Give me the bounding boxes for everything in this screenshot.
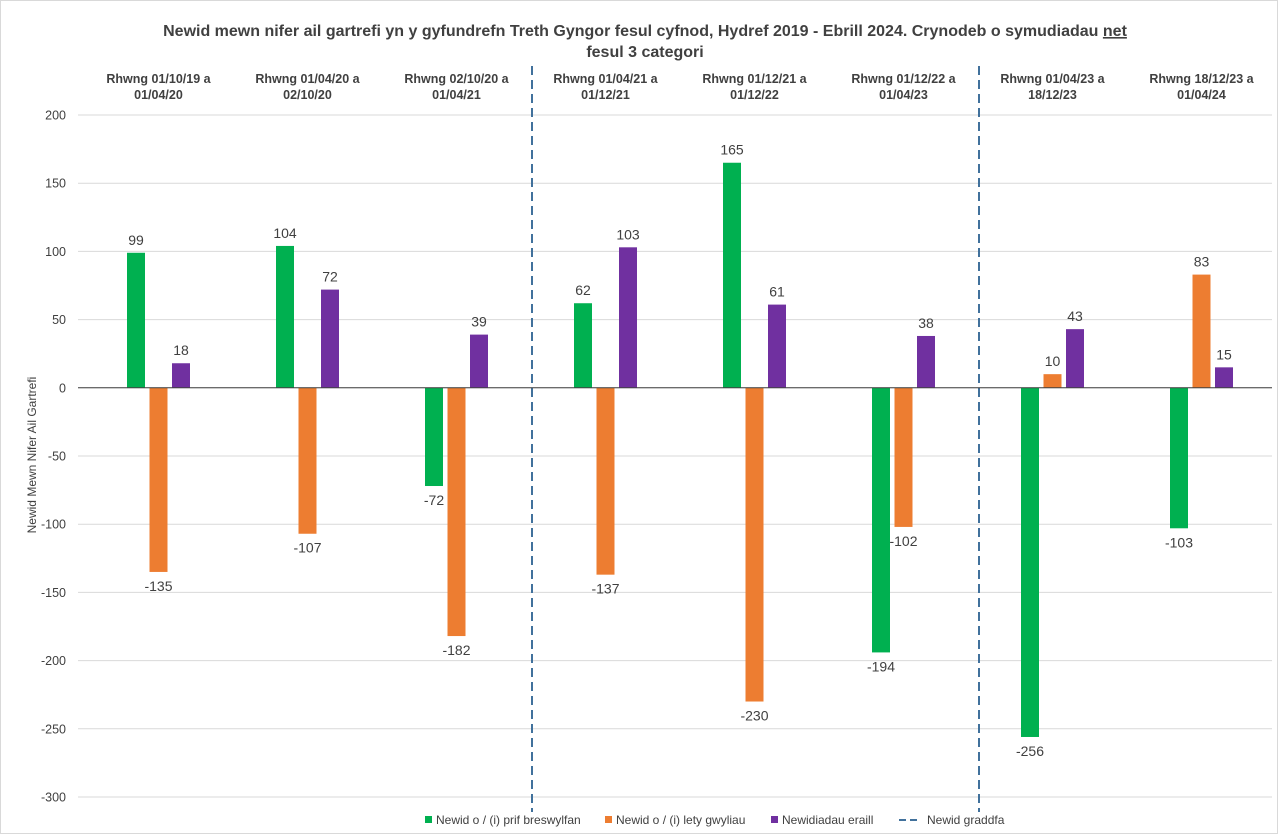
y-tick-label: -200	[41, 654, 66, 668]
legend-label: Newid o / (i) lety gwyliau	[616, 813, 745, 827]
period-label: Rhwng 01/12/22 a	[851, 72, 956, 86]
y-tick-label: 0	[59, 381, 66, 395]
bar	[447, 387, 466, 637]
period-label: 01/04/20	[134, 88, 183, 102]
legend: Newid o / (i) prif breswylfan Newid o / (…	[425, 813, 1005, 827]
data-label: 39	[471, 314, 487, 330]
bar	[470, 334, 488, 388]
chart-title-line-2: fesul 3 categori	[586, 44, 703, 61]
data-label: 15	[1216, 346, 1232, 362]
bar	[425, 387, 443, 487]
legend-swatch	[605, 816, 612, 823]
period-label: Rhwng 01/04/20 a	[255, 72, 360, 86]
data-label: 43	[1067, 308, 1083, 324]
bar	[1043, 374, 1062, 388]
legend-swatch	[771, 816, 778, 823]
bar	[768, 304, 786, 388]
period-label: Rhwng 18/12/23 a	[1149, 72, 1254, 86]
period-label: 01/04/24	[1177, 88, 1226, 102]
y-tick-label: -100	[41, 518, 66, 532]
bar	[321, 289, 339, 388]
data-label: 103	[616, 226, 640, 242]
data-label: 72	[322, 269, 338, 285]
bar	[1192, 274, 1211, 388]
y-axis: 200 150 100 50 0 -50 -100 -150 -200 -250 -300	[41, 109, 66, 805]
bar	[872, 387, 890, 653]
data-label: -135	[144, 578, 172, 594]
period-label: 01/12/21	[581, 88, 630, 102]
bar	[917, 335, 935, 388]
data-label: -256	[1016, 743, 1044, 759]
bar	[745, 387, 764, 702]
chart-title-main: Newid mewn nifer ail gartrefi yn y gyfun…	[163, 23, 1098, 40]
bar	[1021, 387, 1039, 737]
data-label: 83	[1194, 254, 1210, 270]
data-label: 18	[173, 342, 189, 358]
scale-change-lines	[531, 66, 980, 812]
data-label: 99	[128, 232, 144, 248]
bar	[596, 387, 615, 575]
data-label: 61	[769, 284, 785, 300]
period-label: 02/10/20	[283, 88, 332, 102]
data-label: 10	[1045, 353, 1061, 369]
y-tick-label: -50	[48, 450, 66, 464]
data-label: -230	[740, 708, 768, 724]
period-label: 01/04/23	[879, 88, 928, 102]
bar	[1215, 367, 1233, 388]
chart-title-net: net	[1103, 23, 1128, 40]
period-label: 18/12/23	[1028, 88, 1077, 102]
bar	[1066, 329, 1084, 388]
period-label: Rhwng 01/10/19 a	[106, 72, 211, 86]
y-tick-label: -300	[41, 791, 66, 805]
bar	[574, 303, 592, 388]
period-label: 01/12/22	[730, 88, 779, 102]
data-label: 62	[575, 282, 591, 298]
y-tick-label: 200	[45, 109, 66, 123]
data-label: -107	[293, 540, 321, 556]
period-label: Rhwng 02/10/20 a	[404, 72, 509, 86]
period-label: Rhwng 01/04/23 a	[1000, 72, 1105, 86]
bar	[172, 363, 190, 388]
data-label: -182	[442, 642, 470, 658]
period-label: 01/04/21	[432, 88, 481, 102]
data-label: -72	[424, 492, 444, 508]
y-tick-label: -250	[41, 722, 66, 736]
bar	[1170, 387, 1188, 529]
data-label: -102	[889, 533, 917, 549]
period-label: Rhwng 01/04/21 a	[553, 72, 658, 86]
data-label: 38	[918, 315, 934, 331]
y-tick-label: 50	[52, 313, 66, 327]
bar	[149, 387, 168, 572]
y-tick-label: -150	[41, 586, 66, 600]
data-label: -137	[591, 581, 619, 597]
period-labels: Rhwng 01/10/19 a 01/04/20 Rhwng 01/04/20 a…	[106, 72, 1254, 102]
legend-swatch	[425, 816, 432, 823]
legend-label: Newidiadau eraill	[782, 813, 873, 827]
chart-title-line-1: Newid mewn nifer ail gartrefi yn y gyfun…	[163, 23, 1127, 40]
y-tick-label: 100	[45, 245, 66, 259]
bar	[276, 245, 294, 388]
data-label: -103	[1165, 534, 1193, 550]
bar	[894, 387, 913, 527]
bar	[723, 162, 741, 388]
y-axis-label: Newid Mewn Nifer Ail Gartrefi	[25, 377, 39, 534]
legend-label: Newid graddfa	[927, 813, 1005, 827]
period-label: Rhwng 01/12/21 a	[702, 72, 807, 86]
bar	[127, 252, 145, 388]
bars	[127, 162, 1233, 737]
data-label: 165	[720, 142, 744, 158]
data-label: -194	[867, 658, 895, 674]
legend-label: Newid o / (i) prif breswylfan	[436, 813, 581, 827]
data-labels: 99 -135 18 104 -107 72 -72 -182 39 62 -137 103 165 -2…	[128, 142, 1232, 759]
bar	[298, 387, 317, 534]
data-label: 104	[273, 225, 297, 241]
y-tick-label: 150	[45, 177, 66, 191]
bar	[619, 247, 637, 388]
